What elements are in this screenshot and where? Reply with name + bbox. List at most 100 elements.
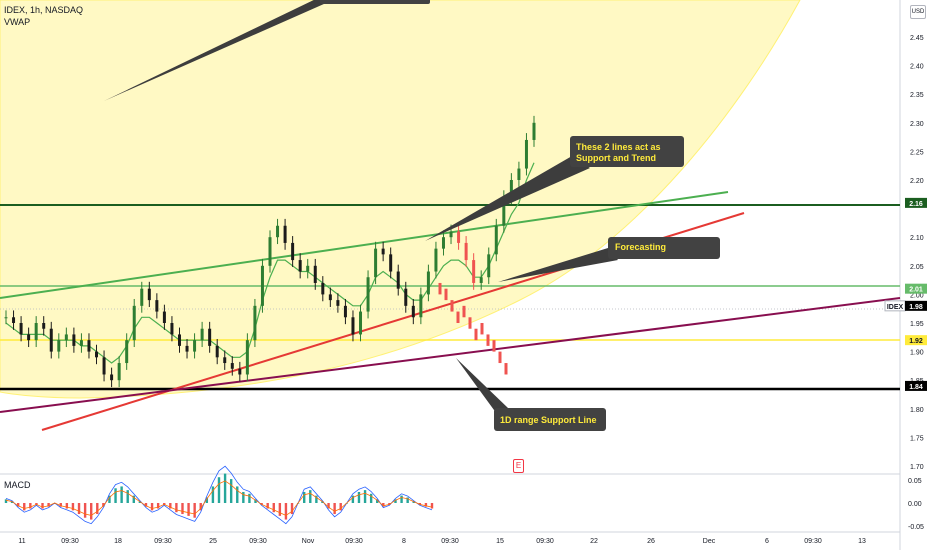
- time-tick: 09:30: [61, 538, 79, 545]
- macd-bar: [138, 501, 142, 503]
- price-tick: 2.25: [910, 149, 924, 156]
- candle-body: [457, 231, 461, 243]
- candle-body: [215, 345, 219, 358]
- time-tick: 09:30: [536, 538, 554, 545]
- candle-body: [95, 351, 99, 358]
- macd-bar: [418, 503, 422, 505]
- macd-bar: [394, 499, 397, 503]
- macd-bar: [369, 493, 373, 503]
- candle-body: [381, 248, 385, 255]
- price-tick: 2.35: [910, 92, 924, 99]
- macd-bar: [327, 503, 330, 509]
- candle-body: [487, 254, 491, 278]
- macd-bar: [77, 503, 81, 515]
- candle-body: [155, 300, 159, 312]
- macd-bar: [47, 503, 50, 507]
- candle-body: [343, 305, 347, 318]
- macd-bar: [35, 503, 38, 505]
- maroon-trend-line[interactable]: [0, 297, 901, 413]
- candle-body: [27, 334, 31, 341]
- macd-bar: [102, 503, 105, 507]
- price-labels: 2.16 2.01 IDEX 1.98 1.92 1.84: [884, 197, 927, 391]
- time-tick: 09:30: [345, 538, 363, 545]
- macd-bar: [376, 499, 379, 503]
- candle-body: [223, 357, 227, 364]
- candle-body: [336, 300, 340, 306]
- candle-body: [42, 323, 46, 329]
- candle-body: [19, 323, 23, 335]
- candle-body: [268, 237, 272, 266]
- macd-bar: [132, 495, 135, 503]
- candle-body: [532, 122, 536, 140]
- callout-text-1b: Support and Trend: [576, 153, 656, 163]
- macd-bar: [193, 503, 196, 518]
- vwap-line: [5, 162, 535, 364]
- candle-body: [396, 271, 400, 289]
- candle-body: [253, 305, 257, 341]
- currency-badge[interactable]: USD: [910, 5, 926, 19]
- time-tick: 09:30: [249, 538, 267, 545]
- candle-red: [480, 323, 484, 335]
- candle-body: [472, 260, 476, 283]
- time-tick: 13: [858, 538, 866, 545]
- candle-body: [306, 265, 310, 272]
- candle-body: [441, 237, 445, 249]
- price-label-box: [905, 380, 927, 391]
- candle-body: [411, 305, 415, 318]
- candle-body: [426, 271, 430, 295]
- time-tick: 15: [496, 538, 504, 545]
- top-callout-box: [320, 0, 430, 4]
- macd-bar: [284, 503, 288, 520]
- candle-body: [200, 328, 204, 341]
- macd-bar: [29, 503, 32, 509]
- time-tick: 8: [402, 538, 406, 545]
- price-label-box: [905, 300, 927, 311]
- symbol-title[interactable]: IDEX, 1h, NASDAQ: [4, 5, 84, 15]
- vwap-legend[interactable]: VWAP: [4, 17, 31, 27]
- candle-body: [102, 357, 106, 375]
- candle-body: [276, 225, 280, 238]
- candle-body: [72, 334, 76, 346]
- macd-bar: [59, 503, 62, 507]
- candle-body: [132, 305, 136, 341]
- price-label-box: [905, 197, 927, 208]
- macd-bar: [236, 486, 239, 503]
- macd-histogram: [4, 465, 434, 525]
- price-label-box: [905, 283, 927, 294]
- macd-bar: [363, 490, 367, 503]
- macd-axis-ticks: 0.05 0.00 -0.05: [908, 478, 924, 531]
- candle-body: [110, 374, 114, 381]
- macd-bar: [126, 490, 129, 503]
- candle-body: [419, 294, 423, 318]
- candle-body: [359, 311, 363, 335]
- macd-bar: [339, 503, 342, 511]
- candle-red: [450, 300, 454, 312]
- callout-box-3: [494, 408, 606, 431]
- green-trend-line[interactable]: [0, 191, 729, 299]
- candle-body: [389, 254, 393, 272]
- candle-body: [321, 282, 325, 295]
- candle-red: [444, 288, 448, 301]
- callout-box-1: [570, 136, 684, 167]
- candle-body: [230, 363, 234, 369]
- earnings-icon[interactable]: E: [513, 459, 524, 473]
- candle-body: [140, 288, 144, 306]
- price-label-box: [905, 335, 927, 346]
- macd-bar: [278, 503, 282, 516]
- macd-legend[interactable]: MACD: [4, 480, 31, 490]
- price-tick: 2.05: [910, 264, 924, 271]
- macd-bar: [16, 503, 20, 507]
- macd-bar: [205, 497, 209, 503]
- candle-body: [57, 340, 61, 352]
- time-tick: 09:30: [804, 538, 822, 545]
- macd-bar: [430, 503, 434, 509]
- macd-bar: [357, 491, 361, 503]
- candle-body: [177, 334, 181, 346]
- candle-body: [87, 340, 91, 352]
- macd-bar: [96, 503, 99, 515]
- candle-body: [170, 323, 174, 335]
- candle-body: [12, 317, 16, 323]
- candle-red: [474, 328, 478, 341]
- candle-body: [351, 317, 355, 335]
